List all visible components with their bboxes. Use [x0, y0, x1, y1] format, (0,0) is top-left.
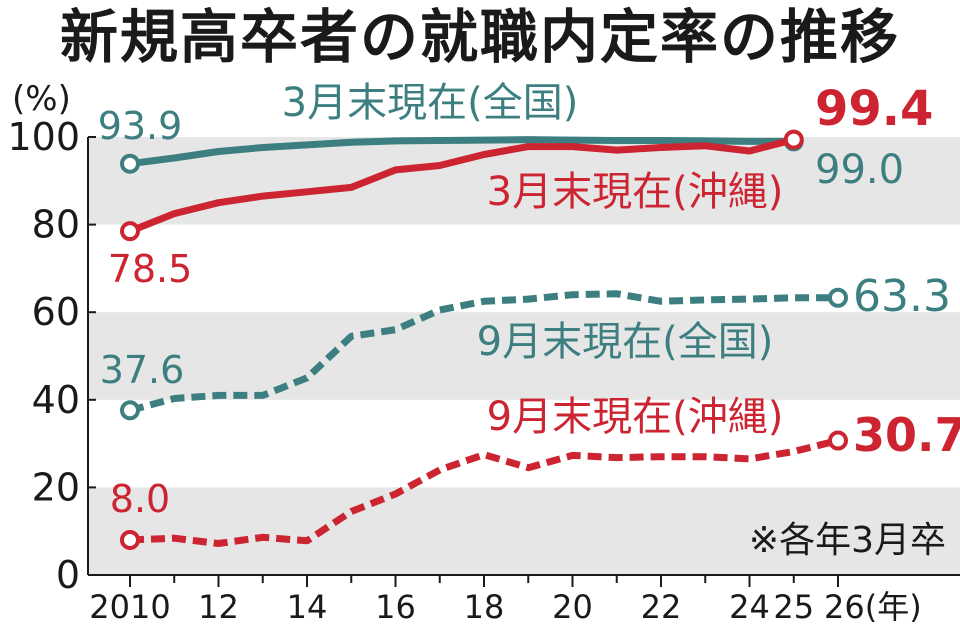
data-label-end: 99.0: [815, 147, 904, 193]
x-tick-label: 16: [375, 588, 416, 626]
x-tick-label: 20: [552, 588, 593, 626]
series-label-nationwide-march: 3月末現在(全国): [282, 80, 579, 126]
series-start-point: [120, 221, 140, 242]
series-end-point: [783, 129, 804, 150]
series-start-point: [120, 400, 140, 421]
series-end-point: [828, 430, 848, 451]
x-tick-label: 24: [729, 588, 770, 626]
x-tick-label: 25: [773, 588, 814, 626]
series-line: [126, 136, 798, 235]
series-label-nationwide-september: 9月末現在(全国): [477, 319, 774, 365]
x-tick-label: 22: [641, 588, 682, 626]
series-label-okinawa-march: 3月末現在(沖縄): [487, 169, 784, 215]
data-label-end: 63.3: [853, 271, 951, 322]
y-tick-label: 60: [32, 290, 80, 334]
series-line: [129, 437, 839, 547]
x-tick-label: 26(年): [824, 588, 922, 626]
data-label-end: 30.7: [853, 408, 960, 462]
series-line: [126, 136, 798, 168]
grid-band: [88, 312, 960, 400]
chart-note: ※各年3月卒: [749, 520, 946, 561]
series-start-point: [120, 529, 140, 550]
series-line: [129, 290, 838, 414]
y-tick-label: 80: [32, 203, 80, 247]
y-tick-label: 100: [7, 115, 80, 159]
y-tick-label: 40: [32, 378, 80, 422]
x-tick-label: 12: [198, 588, 239, 626]
data-label-start: 78.5: [108, 247, 193, 291]
y-tick-label: 0: [56, 553, 80, 597]
series-start-point: [120, 153, 140, 174]
data-label-start: 37.6: [100, 348, 185, 392]
series-label-okinawa-september: 9月末現在(沖縄): [487, 394, 784, 440]
x-tick-label: 2010: [89, 588, 170, 626]
series-end-point: [828, 287, 848, 308]
data-label-start: 93.9: [98, 104, 183, 148]
x-tick-label: 14: [287, 588, 328, 626]
data-label-end: 99.4: [815, 81, 933, 137]
data-label-start: 8.0: [110, 477, 170, 521]
grid-band: [88, 487, 960, 575]
y-tick-label: 20: [32, 465, 80, 509]
y-axis-unit: (%): [12, 79, 71, 119]
x-tick-label: 18: [464, 588, 505, 626]
chart-title: 新規高卒者の就職内定率の推移: [59, 3, 900, 71]
